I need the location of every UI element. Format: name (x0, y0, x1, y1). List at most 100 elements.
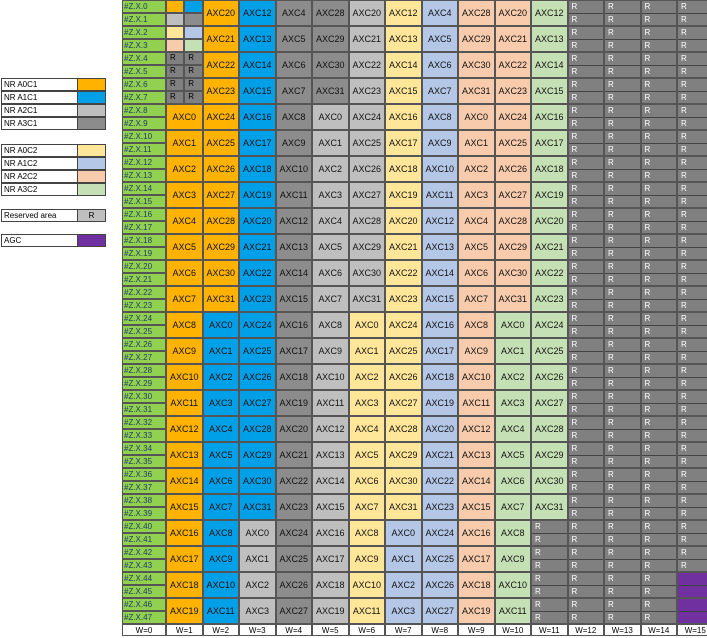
allocation-cell: AXC26 (202, 156, 239, 182)
allocation-cell: AXC12 (531, 0, 568, 26)
allocation-cell: AXC4 (494, 416, 531, 442)
w-label: W=3 (239, 624, 276, 636)
subrow-divider (605, 533, 640, 534)
allocation-cell: AXC24 (202, 104, 239, 130)
legend-item-nr-a3c2: NR A3C2 (1, 183, 106, 196)
subrow-divider (532, 559, 567, 560)
reserved-mark: R (644, 444, 651, 453)
subrow-divider (568, 39, 603, 40)
row-label: #Z.X.5 (122, 65, 166, 78)
reserved-mark: R (608, 67, 614, 76)
allocation-cell: AXC24 (421, 520, 458, 546)
allocation-cell: AXC21 (421, 442, 458, 468)
allocation-cell: AXC16 (239, 104, 276, 130)
allocation-cell: AXC28 (494, 208, 531, 234)
allocation-cell: AXC22 (348, 52, 385, 78)
color-swatch-cell (166, 0, 185, 13)
reserved-mark: R (608, 210, 614, 219)
subrow-divider (568, 377, 603, 378)
subrow-divider (641, 39, 676, 40)
allocation-cell: AXC1 (494, 338, 531, 364)
allocation-cell: AXC27 (202, 182, 239, 208)
reserved-mark: R (608, 405, 614, 414)
allocation-cell: AXC31 (458, 78, 495, 104)
reserved-mark: R (644, 587, 651, 596)
legend-item-agc-label: AGC (1, 234, 78, 247)
allocation-cell: AXC17 (421, 338, 458, 364)
reserved-mark: R (644, 262, 651, 271)
legend-item-reserved-label: Reserved area (1, 209, 78, 222)
agc-cell (677, 572, 707, 598)
reserved-mark: R (571, 210, 578, 219)
allocation-cell: AXC30 (239, 468, 276, 494)
allocation-cell: AXC31 (202, 286, 239, 312)
reserved-mark: R (571, 587, 578, 596)
subrow-divider (678, 585, 707, 586)
allocation-cell: AXC24 (494, 104, 531, 130)
reserved-mark: R (571, 288, 578, 297)
allocation-cell: AXC29 (348, 234, 385, 260)
reserved-mark: R (644, 574, 651, 583)
allocation-cell: AXC22 (239, 260, 276, 286)
allocation-cell: AXC25 (202, 130, 239, 156)
allocation-cell: AXC3 (239, 598, 276, 624)
allocation-cell: AXC18 (421, 364, 458, 390)
allocation-cell: AXC20 (202, 0, 239, 26)
subrow-divider (605, 169, 640, 170)
allocation-cell: AXC14 (421, 260, 458, 286)
allocation-cell: AXC28 (531, 416, 568, 442)
allocation-cell: AXC5 (202, 442, 239, 468)
legend-item-agc: AGC (1, 234, 106, 247)
row-label: #Z.X.12 (122, 156, 166, 169)
reserved-mark: R (681, 366, 687, 375)
allocation-cell: AXC3 (494, 390, 531, 416)
allocation-cell: AXC10 (202, 572, 239, 598)
reserved-mark: R (644, 470, 651, 479)
allocation-cell: AXC16 (531, 104, 568, 130)
allocation-cell: AXC20 (385, 208, 422, 234)
allocation-cell: AXC7 (312, 286, 349, 312)
allocation-cell: AXC11 (348, 598, 385, 624)
allocation-cell: AXC4 (312, 208, 349, 234)
row-label: #Z.X.35 (122, 455, 166, 468)
row-label: #Z.X.32 (122, 416, 166, 429)
allocation-cell: AXC17 (458, 546, 495, 572)
allocation-cell: AXC2 (239, 572, 276, 598)
reserved-mark: R (571, 197, 578, 206)
row-label: #Z.X.30 (122, 390, 166, 403)
subrow-divider (678, 299, 707, 300)
row-label: #Z.X.41 (122, 533, 166, 546)
subrow-divider (568, 507, 603, 508)
subrow-divider (605, 91, 640, 92)
subrow-divider (568, 13, 603, 14)
w-label: W=8 (421, 624, 458, 636)
reserved-mark: R (644, 67, 651, 76)
allocation-cell: AXC20 (239, 208, 276, 234)
allocation-cell: AXC15 (275, 286, 312, 312)
subrow-divider (641, 611, 676, 612)
allocation-cell: AXC23 (421, 494, 458, 520)
subrow-divider (641, 195, 676, 196)
reserved-mark: R (608, 223, 614, 232)
reserved-mark: R (681, 548, 687, 557)
allocation-cell: AXC10 (166, 364, 203, 390)
allocation-cell: AXC23 (275, 494, 312, 520)
allocation-cell: AXC29 (385, 442, 422, 468)
allocation-cell: AXC3 (202, 390, 239, 416)
